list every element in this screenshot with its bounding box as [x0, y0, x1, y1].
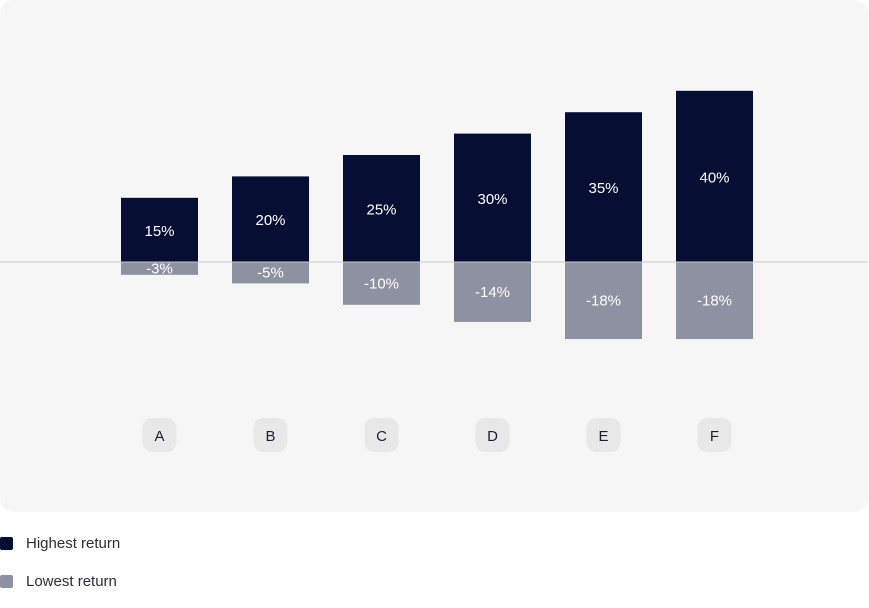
category-label-c: C: [376, 428, 387, 445]
bar-lowest-f: [676, 262, 753, 340]
category-label-b: B: [265, 428, 275, 445]
bar-highest-a: [121, 197, 198, 262]
bar-lowest-a: [121, 262, 198, 275]
data-label-lowest-f: -18%: [697, 293, 732, 310]
data-label-lowest-b: -5%: [257, 265, 284, 282]
category-pill-d: [475, 418, 510, 452]
data-label-highest-f: 40%: [699, 169, 729, 186]
data-label-highest-c: 25%: [366, 202, 396, 219]
bar-highest-c: [343, 155, 420, 262]
category-label-f: F: [710, 428, 719, 445]
data-label-lowest-c: -10%: [364, 275, 399, 292]
legend-item-highest: Highest return: [0, 532, 120, 554]
bar-highest-e: [565, 112, 642, 262]
legend-label-highest: Highest return: [26, 534, 121, 552]
bar-chart: 15% -3% A 20% -5% B 25% -10% C 30% -14% D 35% -18% E 40…: [0, 90, 868, 452]
category-label-e: E: [598, 428, 608, 445]
bar-lowest-d: [454, 262, 531, 322]
category-pill-f: [697, 418, 732, 452]
bar-lowest-e: [565, 262, 642, 340]
data-label-highest-d: 30%: [477, 191, 507, 208]
category-label-d: D: [487, 428, 498, 445]
category-label-a: A: [154, 428, 164, 445]
category-pill-b: [253, 418, 288, 452]
bar-highest-f: [676, 90, 753, 262]
data-label-highest-a: 15%: [144, 223, 174, 240]
category-pill-a: [142, 418, 177, 452]
legend-swatch-lowest: [0, 574, 13, 588]
data-label-lowest-e: -18%: [586, 293, 621, 310]
legend-swatch-highest: [0, 536, 13, 550]
legend-item-lowest: Lowest return: [0, 570, 120, 592]
bar-lowest-b: [232, 262, 309, 284]
category-pill-c: [364, 418, 399, 452]
bar-lowest-c: [343, 262, 420, 305]
category-pill-e: [586, 418, 621, 452]
data-label-highest-e: 35%: [588, 180, 618, 197]
legend-label-lowest: Lowest return: [26, 572, 117, 590]
bar-highest-b: [232, 176, 309, 262]
data-label-lowest-d: -14%: [475, 284, 510, 301]
data-label-highest-b: 20%: [255, 212, 285, 229]
legend: Highest return Lowest return: [0, 532, 120, 608]
data-label-lowest-a: -3%: [146, 260, 173, 277]
bar-highest-d: [454, 133, 531, 262]
